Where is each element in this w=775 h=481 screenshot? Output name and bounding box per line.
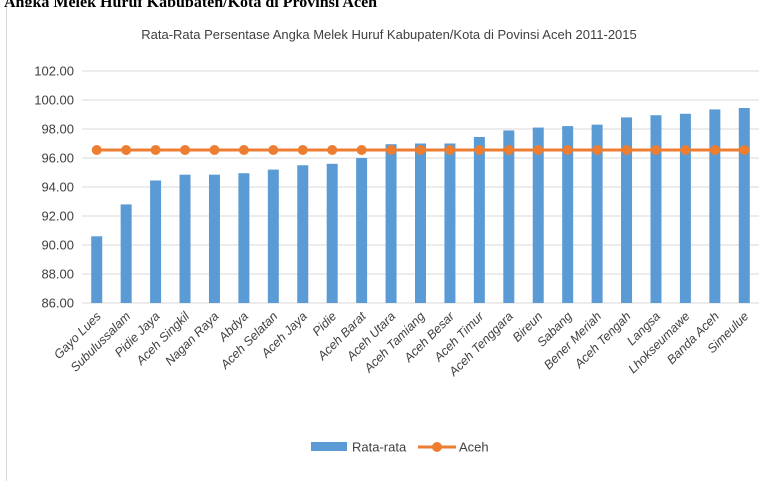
bar	[415, 143, 426, 303]
y-tick-label: 96.00	[41, 151, 74, 166]
line-point	[238, 145, 249, 156]
grid-lines	[82, 70, 759, 304]
bar	[709, 109, 721, 303]
legend-label-bar: Rata-rata	[352, 440, 407, 455]
line-point	[650, 145, 661, 156]
bar-line-chart: Rata-Rata Persentase Angka Melek Huruf K…	[34, 27, 759, 455]
line-series	[91, 145, 750, 156]
bar	[238, 173, 250, 303]
line-point	[268, 145, 279, 156]
line-point	[327, 145, 338, 156]
line-point	[356, 145, 367, 156]
legend-marker-line	[432, 442, 442, 452]
bar-series	[91, 107, 750, 304]
line-point	[680, 145, 691, 156]
y-tick-label: 94.00	[41, 180, 74, 195]
line-point	[621, 145, 632, 156]
bar	[503, 130, 515, 303]
bar	[679, 113, 691, 304]
bar	[267, 169, 279, 303]
y-tick-label: 92.00	[41, 209, 74, 224]
line-point	[386, 145, 397, 156]
y-tick-label: 86.00	[41, 296, 74, 311]
bar	[356, 158, 368, 303]
bar	[326, 163, 338, 303]
line-point	[503, 145, 514, 156]
bar	[208, 174, 220, 303]
bar	[591, 124, 603, 304]
line-point	[533, 145, 544, 156]
line-point	[592, 145, 603, 156]
y-tick-label: 98.00	[41, 122, 74, 137]
line-point	[739, 145, 750, 156]
y-tick-label: 88.00	[41, 267, 74, 282]
y-tick-label: 102.00	[34, 64, 74, 79]
line-point	[121, 145, 132, 156]
bar	[385, 144, 397, 303]
legend-swatch-bar	[311, 442, 347, 451]
line-point	[444, 145, 455, 156]
line-point	[474, 145, 485, 156]
bar	[120, 204, 132, 303]
line-point	[297, 145, 308, 156]
document-heading-fragment: Angka Melek Huruf Kabupaten/Kota di Prov…	[4, 0, 378, 11]
line-point	[180, 145, 191, 156]
y-axis: 86.00 88.00 90.00 92.00 94.00 96.00 98.00 100.0…	[34, 64, 74, 311]
line-point	[709, 145, 720, 156]
chart-container: Rata-Rata Persentase Angka Melek Huruf K…	[6, 7, 771, 481]
line-point	[150, 145, 161, 156]
y-tick-label: 90.00	[41, 238, 74, 253]
bar	[444, 143, 456, 303]
line-point	[209, 145, 220, 156]
line-point	[562, 145, 573, 156]
bar	[650, 115, 662, 303]
bar	[473, 136, 485, 303]
bar	[297, 165, 309, 303]
bar	[621, 117, 633, 304]
bar	[738, 107, 750, 303]
legend: Rata-rata Aceh	[311, 440, 489, 455]
line-point	[415, 145, 426, 156]
legend-label-line: Aceh	[459, 440, 489, 455]
bar	[150, 180, 162, 303]
chart-title: Rata-Rata Persentase Angka Melek Huruf K…	[141, 27, 637, 42]
bar	[179, 174, 191, 303]
y-tick-label: 100.00	[34, 93, 74, 108]
bar	[532, 127, 544, 303]
bar	[91, 236, 103, 303]
line-point	[91, 145, 102, 156]
bar	[562, 126, 574, 303]
